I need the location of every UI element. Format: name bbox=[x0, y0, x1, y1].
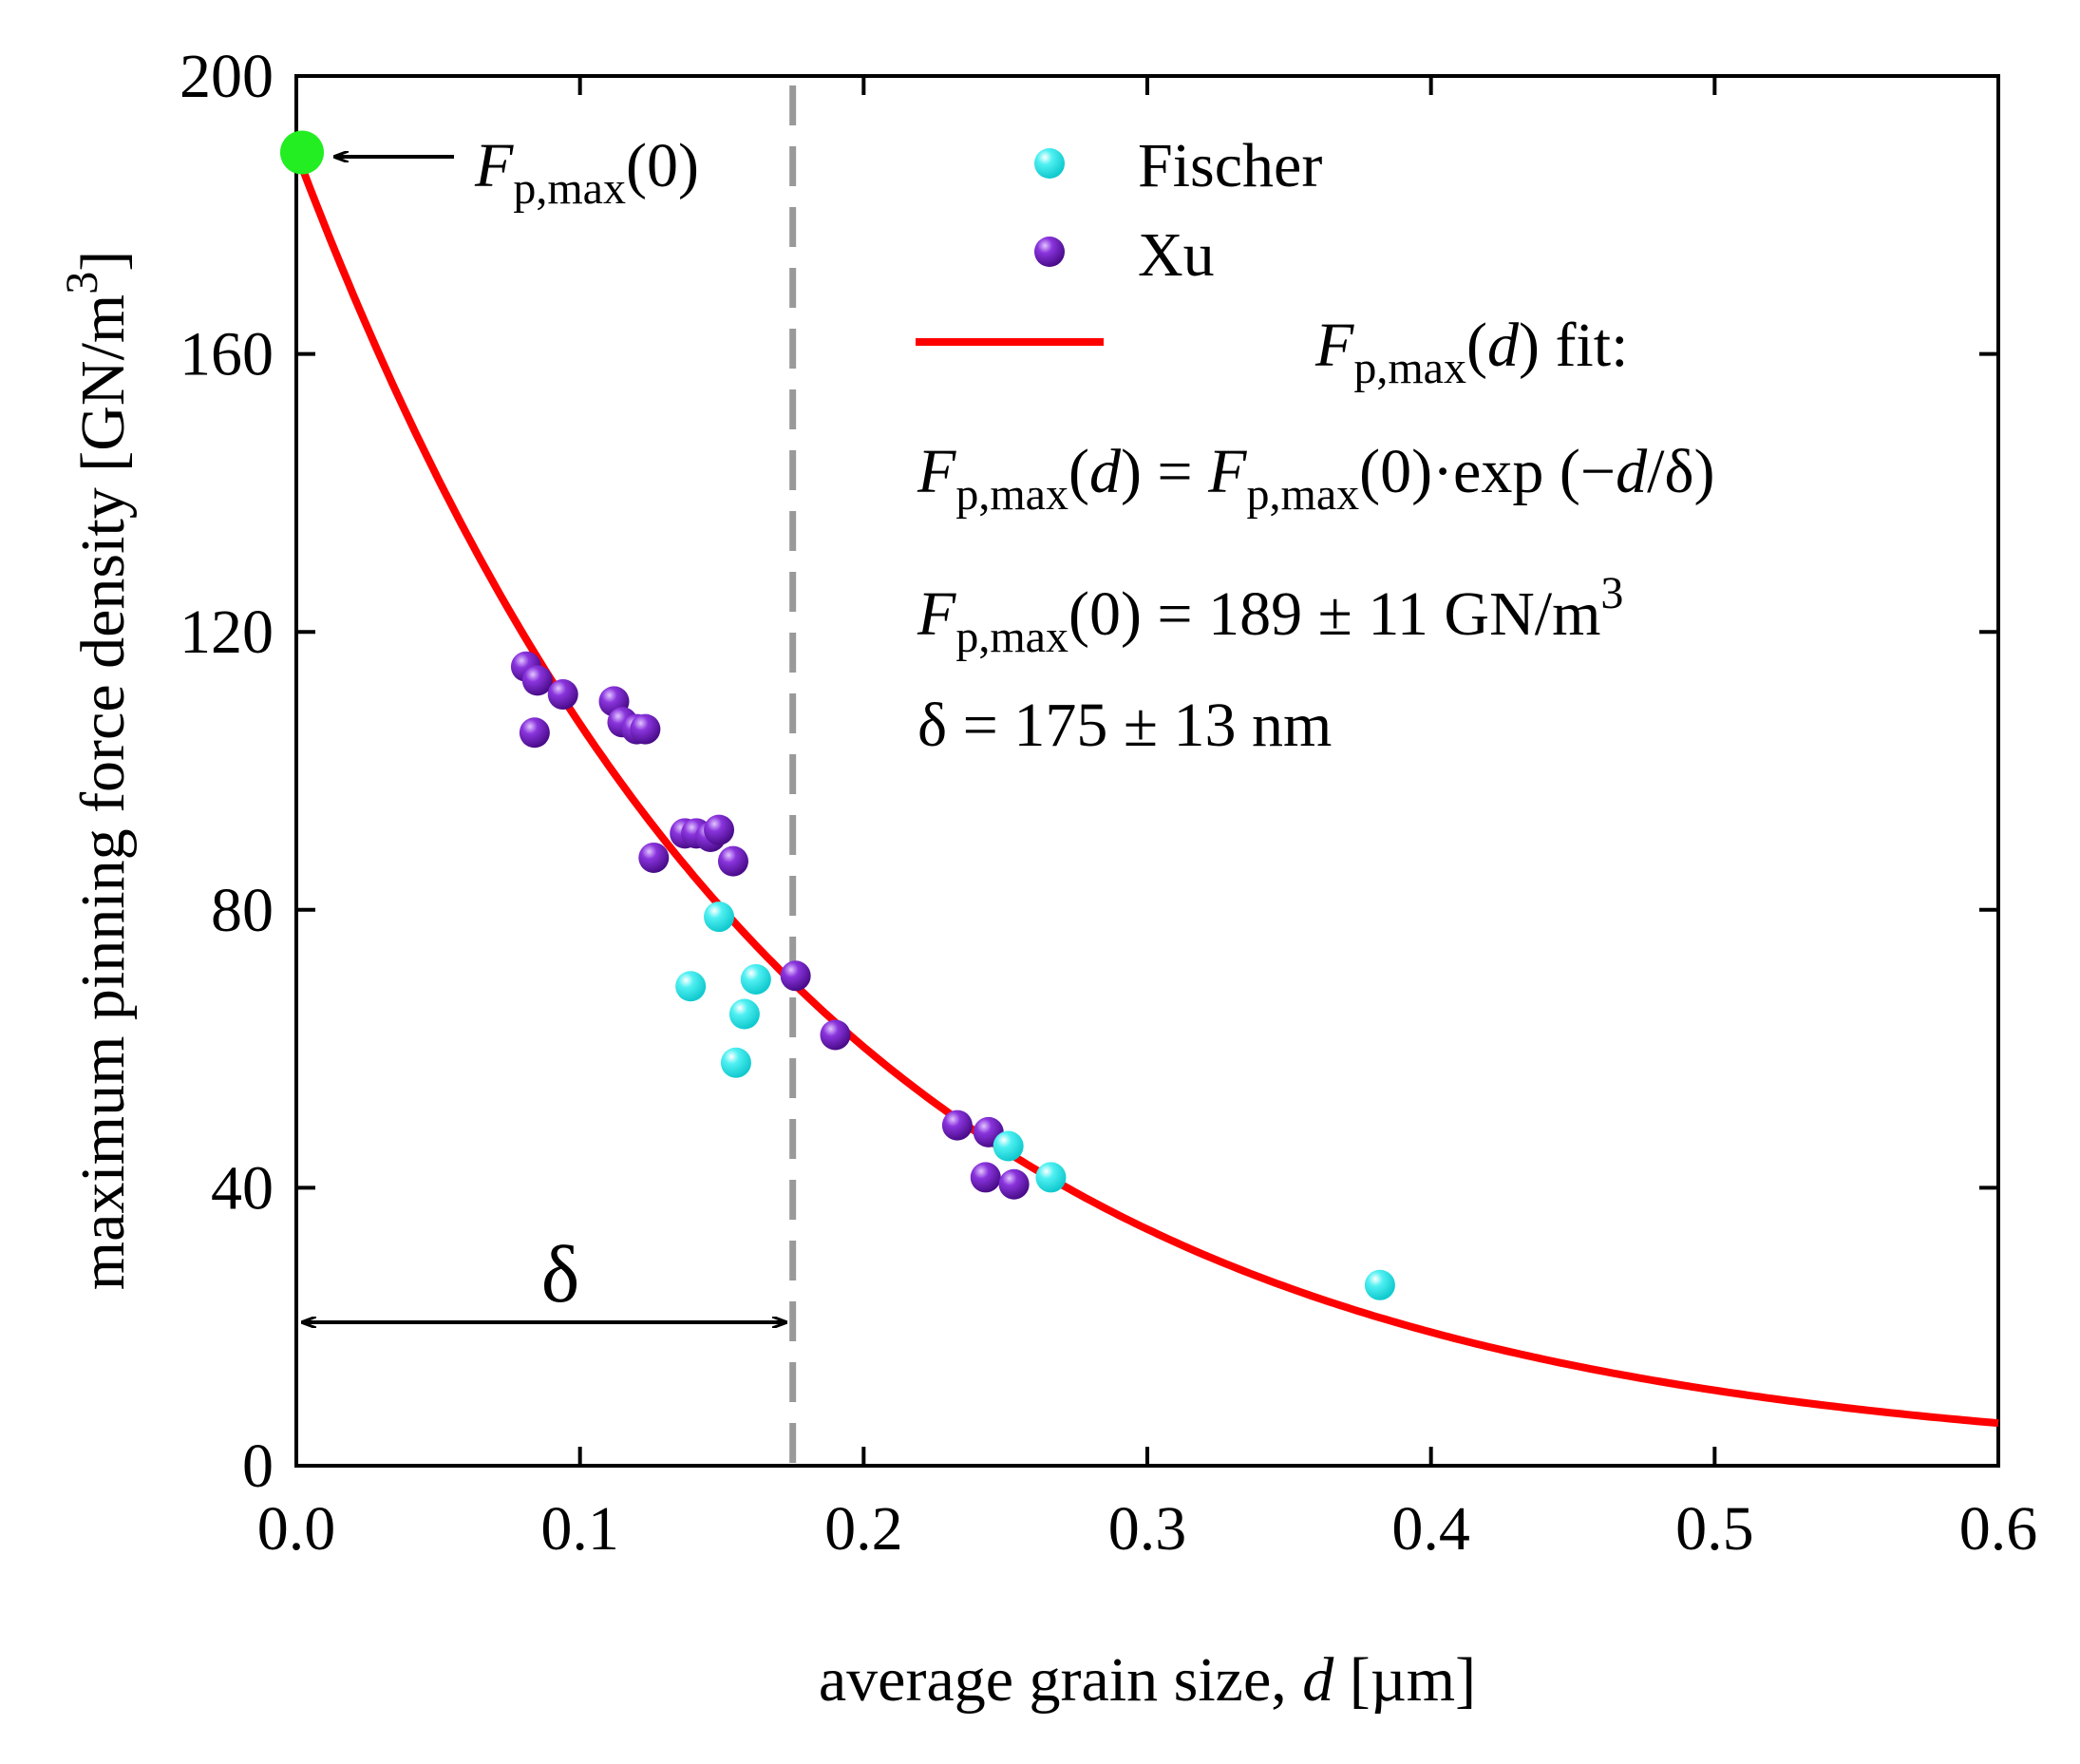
xu-point bbox=[704, 814, 735, 845]
delta-value: δ = 175 ± 13 nm bbox=[917, 691, 1332, 760]
legend-xu-marker bbox=[1034, 237, 1065, 267]
xu-point bbox=[970, 1162, 1001, 1193]
delta-label: δ bbox=[541, 1228, 580, 1319]
fpmax-zero-point bbox=[280, 130, 324, 175]
x-tick-label: 0.4 bbox=[1391, 1494, 1470, 1564]
fpmax-zero-label: Fp,max(0) bbox=[474, 131, 699, 214]
x-tick-label: 0.3 bbox=[1108, 1494, 1187, 1564]
legend-xu-label: Xu bbox=[1138, 220, 1215, 290]
xu-point bbox=[638, 842, 670, 873]
fpmax-zero-value: Fp,max(0) = 189 ± 11 GN/m3 bbox=[917, 568, 1623, 662]
xu-point bbox=[547, 679, 578, 711]
x-tick-label: 0.5 bbox=[1675, 1494, 1754, 1564]
fischer-point bbox=[704, 901, 735, 933]
xu-point bbox=[630, 713, 661, 745]
y-tick-label: 120 bbox=[180, 597, 274, 667]
fischer-point bbox=[728, 998, 760, 1030]
fischer-point bbox=[1035, 1162, 1067, 1193]
y-tick-label: 0 bbox=[242, 1432, 274, 1501]
legend-fit-label: Fp,max(d) fit: bbox=[1314, 311, 1628, 393]
xu-point bbox=[998, 1168, 1030, 1200]
fischer-series bbox=[675, 901, 1395, 1300]
x-tick-label: 0.6 bbox=[1959, 1494, 2038, 1564]
fischer-point bbox=[993, 1130, 1024, 1162]
y-tick-label: 80 bbox=[211, 876, 274, 945]
legend-fischer-label: Fischer bbox=[1138, 131, 1322, 200]
xu-point bbox=[780, 960, 811, 992]
xu-series bbox=[510, 651, 1030, 1200]
xu-point bbox=[820, 1019, 851, 1051]
axis-tick-labels: 0.0 0.1 0.2 0.3 0.4 0.5 0.6 0 40 80 120 160 200 bbox=[180, 42, 2037, 1564]
x-tick-label: 0.1 bbox=[540, 1494, 619, 1564]
y-axis-title: maximum pinning force density [GN/m3] bbox=[57, 251, 138, 1290]
fischer-point bbox=[1364, 1269, 1395, 1300]
x-tick-label: 0.2 bbox=[824, 1494, 903, 1564]
fischer-point bbox=[675, 971, 707, 1002]
xu-point bbox=[519, 717, 550, 749]
fit-formula: Fp,max(d) = Fp,max(0)·exp (−d/δ) bbox=[917, 437, 1714, 520]
xu-point bbox=[521, 665, 553, 696]
xu-point bbox=[717, 845, 748, 877]
legend: Fischer Xu Fp,max(d) fit: bbox=[916, 131, 1628, 393]
legend-fischer-marker bbox=[1034, 148, 1065, 179]
axis-ticks bbox=[294, 74, 2000, 1468]
fit-curve-line bbox=[293, 151, 1999, 1428]
fischer-point bbox=[720, 1047, 751, 1078]
xu-point bbox=[941, 1110, 973, 1141]
x-tick-label: 0.0 bbox=[257, 1494, 336, 1564]
y-tick-label: 160 bbox=[180, 320, 274, 389]
fischer-point bbox=[740, 963, 771, 995]
y-tick-label: 40 bbox=[211, 1153, 274, 1223]
y-tick-label: 200 bbox=[180, 42, 274, 111]
x-axis-title: average grain size, d [µm] bbox=[819, 1645, 1476, 1715]
